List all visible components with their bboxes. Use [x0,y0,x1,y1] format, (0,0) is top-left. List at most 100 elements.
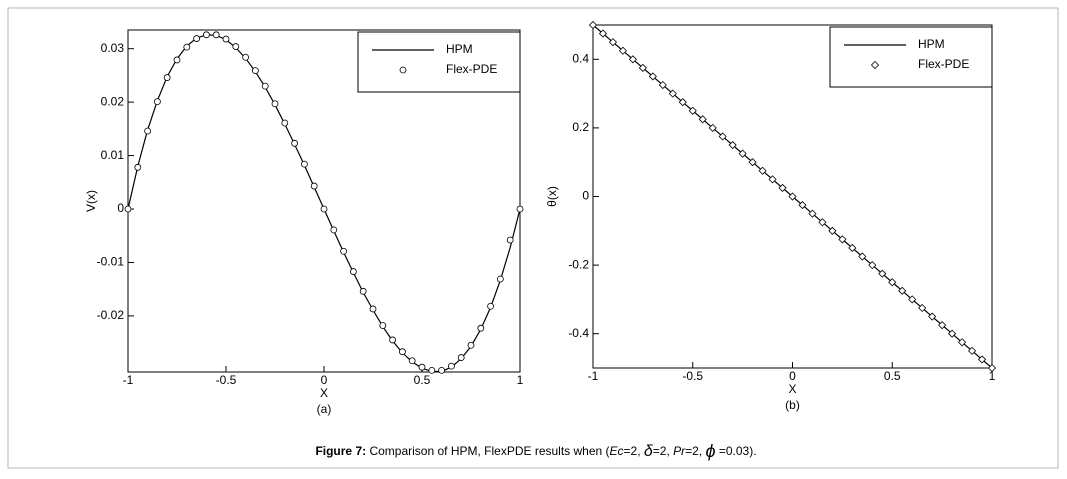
y-tick-label: 0.01 [101,148,125,162]
y-tick-label: 0.02 [101,94,125,108]
marker [438,366,446,374]
marker [173,56,181,64]
marker [506,236,514,244]
marker [838,235,847,244]
marker [144,127,152,135]
caption: Figure 7: Comparison of HPM, FlexPDE res… [315,441,756,461]
marker [808,209,817,218]
y-tick-label: -0.4 [568,326,589,340]
marker [678,98,687,107]
y-tick-label: -0.01 [97,255,125,269]
caption-part: =0.03). [716,444,757,458]
marker [928,312,937,321]
marker [718,132,727,141]
marker [628,55,637,64]
x-tick-label: -0.5 [216,373,237,387]
marker [818,218,827,227]
marker [698,115,707,124]
marker [987,363,997,373]
marker [728,140,737,150]
caption-part: =2, [685,444,705,458]
marker [516,205,524,213]
marker [870,60,880,70]
marker [798,201,807,210]
marker [758,166,767,175]
marker [958,338,967,347]
frame [7,7,1059,469]
x-tick-label: 0.5 [414,373,431,387]
marker [688,106,697,115]
marker [222,35,230,43]
marker [261,82,269,90]
marker [212,31,220,39]
marker [848,243,857,253]
x-axis-label: X [788,382,796,396]
marker [748,158,757,167]
panel-label: (a) [317,402,332,416]
x-tick-label: 0 [321,373,328,387]
y-axis-label: θ(x) [545,186,559,207]
caption-part: ϕ [706,441,716,461]
marker [310,182,318,190]
marker [467,341,475,349]
marker [398,348,406,356]
marker [232,43,240,50]
y-tick-label: 0 [582,189,589,203]
marker [768,175,777,184]
caption-part: δ [644,443,654,460]
marker [291,139,299,147]
marker [300,160,308,168]
x-tick-label: -0.5 [682,369,703,383]
x-tick-label: 1 [517,373,524,387]
marker [668,89,677,98]
marker [878,269,887,278]
marker [428,366,436,374]
marker [898,286,907,295]
y-axis-label: V(x) [84,190,98,212]
marker [648,72,657,81]
marker [948,329,957,338]
marker [868,261,877,270]
caption-part: Comparison of HPM, FlexPDE results when … [366,444,609,458]
marker [251,67,259,75]
y-tick-label: 0.03 [101,41,125,55]
marker [134,163,142,171]
y-tick-label: 0.2 [572,120,589,134]
marker [618,46,627,55]
marker [788,192,797,201]
marker [967,346,977,355]
marker [163,74,171,81]
marker [858,252,867,261]
marker [281,119,289,127]
marker [708,123,717,132]
x-tick-label: 0 [789,369,796,383]
marker [888,278,897,287]
marker [330,226,338,234]
x-tick-label: -1 [588,369,599,383]
legend-label: HPM [446,42,473,56]
caption-part: Figure 7: [315,444,366,458]
legend-label: Flex-PDE [918,57,969,71]
marker [608,38,618,47]
marker [496,275,504,283]
x-tick-label: -1 [123,373,134,387]
marker [738,149,747,158]
marker [399,66,407,74]
marker [447,362,455,370]
y-tick-label: -0.02 [97,308,125,322]
marker [349,268,357,275]
legend-label: HPM [918,37,945,51]
y-tick-label: 0 [117,201,124,215]
marker [658,80,667,90]
legend-label: Flex-PDE [446,62,497,76]
marker [487,302,495,310]
marker [193,35,201,42]
x-axis-label: X [320,386,328,400]
marker [638,63,647,72]
marker [828,226,837,235]
x-tick-label: 1 [989,369,996,383]
caption-part: =2, [653,444,673,458]
marker [418,363,426,371]
